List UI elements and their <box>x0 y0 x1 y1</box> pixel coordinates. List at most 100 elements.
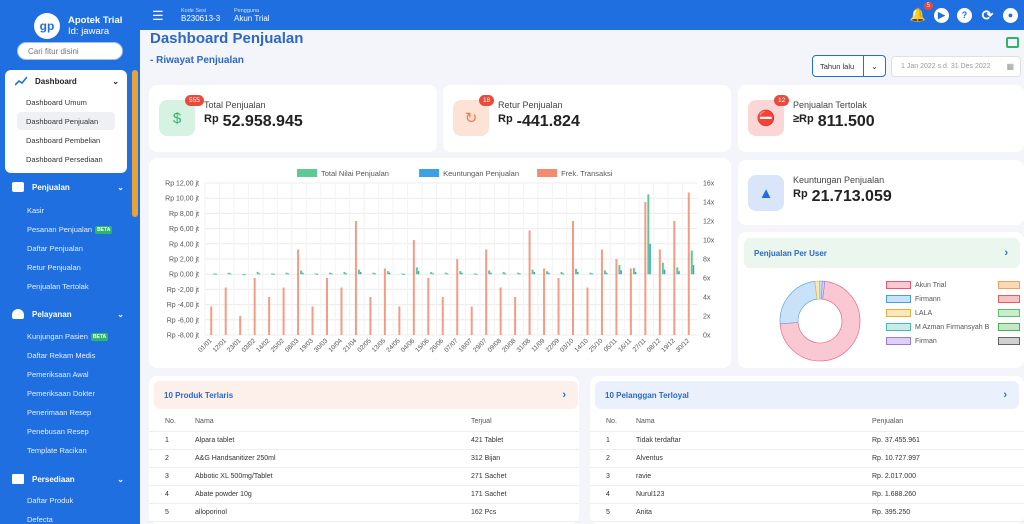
sidebar-item-pemeriksaan-dokter[interactable]: Pemeriksaan Dokter <box>27 389 95 398</box>
chevron-right-icon[interactable]: › <box>1004 247 1008 259</box>
session-code-value: B230613-3 <box>181 14 221 23</box>
legend-item[interactable]: Firman <box>886 337 937 345</box>
sidebar-item-kasir[interactable]: Kasir <box>27 206 44 215</box>
cell: ravie <box>636 467 872 486</box>
cell: alloporinol <box>195 503 471 522</box>
period-select[interactable]: Tahun lalu ⌄ <box>812 55 886 77</box>
refresh-icon[interactable]: ⟳ <box>981 6 994 23</box>
sidebar-item-daftar-produk[interactable]: Daftar Produk <box>27 496 73 505</box>
table-row[interactable]: 3 ravie Rp. 2.017.000 <box>590 467 1024 486</box>
play-icon[interactable]: ▶ <box>934 7 949 23</box>
cell: Alpara tablet <box>195 431 471 450</box>
menu-collapse-icon[interactable]: ☰ <box>152 8 164 23</box>
legend-label: Firmann <box>915 295 941 303</box>
sidebar-dashboard-toggle[interactable]: Dashboard ⌄ <box>5 70 127 92</box>
kpi-currency: Rp <box>204 113 219 125</box>
chevron-right-icon[interactable]: › <box>562 389 566 401</box>
legend-swatch[interactable] <box>998 309 1020 317</box>
sidebar-item-penjualan-tertolak[interactable]: Penjualan Tertolak <box>27 282 89 291</box>
x-tick-label: 22/09 <box>544 337 561 354</box>
sidebar-item-penerimaan-resep[interactable]: Penerimaan Resep <box>27 408 91 417</box>
sidebar-item-dashboard-pembelian[interactable]: Dashboard Pembelian <box>26 135 101 145</box>
bar-total-penjualan <box>546 271 549 275</box>
legend-item[interactable]: M Azman Firmansyah B <box>886 323 989 331</box>
sidebar-item-pesanan-penjualan[interactable]: Pesanan Penjualan BETA <box>27 225 113 234</box>
chevron-down-icon: ⌄ <box>117 182 124 192</box>
legend-swatch[interactable] <box>998 295 1020 303</box>
bell-icon[interactable]: 🔔 5 <box>910 2 933 23</box>
sidebar-item-label: Kasir <box>27 206 45 215</box>
brand-id: Id: jawara <box>68 26 110 37</box>
date-range-input[interactable]: 1 Jan 2022 s.d. 31 Des 2022 ▦ <box>891 56 1021 77</box>
legend-item[interactable]: LALA <box>886 309 932 317</box>
table-row[interactable]: 2 Alventus Rp. 10.727.997 <box>590 449 1024 468</box>
x-tick-label: 16/11 <box>617 337 633 353</box>
top-products-title: 10 Produk Terlaris <box>164 390 234 400</box>
table-row[interactable]: 2 A&G Handsanitizer 250ml 312 Bijan <box>149 449 579 468</box>
bar-total-penjualan <box>300 270 303 275</box>
bar-frek-transaksi <box>210 306 213 335</box>
cell: 3 <box>149 467 195 486</box>
bar-keuntungan <box>620 270 622 275</box>
legend-item[interactable]: Firmann <box>886 295 941 303</box>
legend-swatch[interactable] <box>998 337 1020 345</box>
sidebar-persediaan-toggle[interactable]: Persediaan ⌄ <box>12 474 124 484</box>
bar-keuntungan <box>562 273 565 275</box>
screen-mode-icon[interactable] <box>1006 37 1019 48</box>
table-row[interactable]: 1 Alpara tablet 421 Tablet <box>149 431 579 450</box>
sidebar-item-daftar-rekam-medis[interactable]: Daftar Rekam Medis <box>27 351 95 360</box>
chevron-right-icon[interactable]: › <box>1003 389 1007 401</box>
legend-item[interactable]: Akun Trial <box>886 281 946 289</box>
sidebar-item-defecta[interactable]: Defecta <box>27 515 53 524</box>
legend-swatch <box>886 309 911 317</box>
sidebar-penjualan-toggle[interactable]: Penjualan ⌄ <box>12 182 124 192</box>
per-user-header[interactable]: Penjualan Per User › <box>744 238 1020 268</box>
sidebar-item-dashboard-persediaan[interactable]: Dashboard Persediaan <box>26 154 103 164</box>
sidebar-item-template-racikan[interactable]: Template Racikan <box>27 446 87 455</box>
sidebar-item-pemeriksaan-awal[interactable]: Pemeriksaan Awal <box>27 370 89 379</box>
x-tick-label: 30/12 <box>675 337 692 354</box>
bar-keuntungan <box>345 273 347 275</box>
legend-swatch[interactable] <box>998 281 1020 289</box>
cell: 2 <box>149 449 195 468</box>
table-row[interactable]: 3 Abbotic XL 500mg/Tablet 271 Sachet <box>149 467 579 486</box>
y-right-tick-label: 16x <box>703 181 715 188</box>
table-row[interactable]: 4 Abate powder 10g 171 Sachet <box>149 485 579 504</box>
notification-badge: 5 <box>923 2 933 10</box>
legend-label: Akun Trial <box>915 281 947 289</box>
beta-badge: BETA <box>90 332 109 341</box>
table-row[interactable]: 5 Anita Rp. 395.250 <box>590 503 1024 522</box>
cell: 5 <box>149 503 195 522</box>
top-products-header[interactable]: 10 Produk Terlaris › <box>154 381 578 409</box>
session-code-label: Kode Sesi <box>181 8 207 14</box>
legend-swatch[interactable] <box>998 323 1020 331</box>
help-icon[interactable]: ? <box>957 7 972 23</box>
app-logo: gp <box>34 13 60 39</box>
x-tick-label: 12/01 <box>212 337 229 354</box>
sidebar-item-penebusan-resep[interactable]: Penebusan Resep <box>27 427 89 436</box>
sidebar-item-daftar-penjualan[interactable]: Daftar Penjualan <box>27 244 83 253</box>
bar-total-penjualan <box>517 272 520 275</box>
growth-chart-icon: ▲ <box>748 175 784 211</box>
sidebar-scrollbar[interactable] <box>132 70 138 217</box>
bar-keuntungan <box>273 273 275 275</box>
table-row[interactable]: 5 alloporinol 162 Pcs <box>149 503 579 522</box>
sidebar-item-retur-penjualan[interactable]: Retur Penjualan <box>27 263 81 272</box>
bar-frek-transaksi <box>354 221 357 335</box>
x-tick-label: 19/12 <box>660 337 677 354</box>
kpi-badge: 12 <box>774 95 790 106</box>
table-row[interactable]: 4 Nurul123 Rp. 1.688.260 <box>590 485 1024 504</box>
sidebar-item-kunjungan-pasien[interactable]: Kunjungan Pasien BETA <box>27 332 109 341</box>
table-row[interactable]: 1 Tidak terdaftar Rp. 37.455.961 <box>590 431 1024 450</box>
bar-total-penjualan <box>459 271 462 275</box>
x-tick-label: 19/03 <box>298 337 315 354</box>
sidebar-item-label: Daftar Rekam Medis <box>27 351 96 360</box>
y-right-tick-label: 12x <box>703 219 715 226</box>
sidebar-pelayanan-toggle[interactable]: Pelayanan ⌄ <box>12 309 124 319</box>
sidebar-search-input[interactable] <box>17 42 123 60</box>
sidebar-item-dashboard-umum[interactable]: Dashboard Umum <box>26 97 87 107</box>
user-avatar-icon[interactable]: ● <box>1003 7 1018 23</box>
hand-service-icon <box>12 309 24 319</box>
top-customers-header[interactable]: 10 Pelanggan Terloyal › <box>595 381 1019 409</box>
sidebar-item-dashboard-penjualan[interactable]: Dashboard Penjualan <box>17 112 115 130</box>
